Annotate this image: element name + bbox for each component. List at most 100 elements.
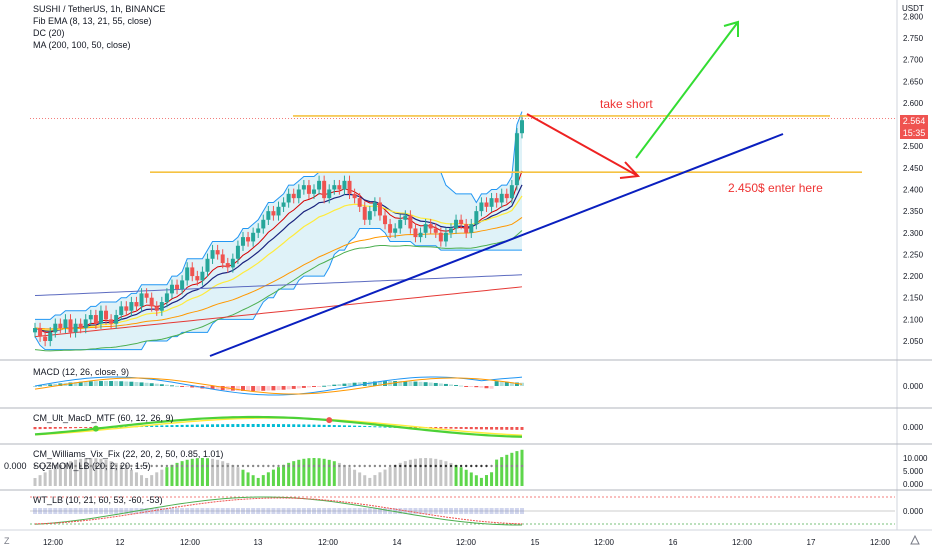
cm-macd-bar [439, 427, 443, 429]
williams-bar [114, 462, 118, 486]
williams-bar [205, 458, 209, 486]
squeeze-dot [79, 464, 82, 468]
williams-bar [216, 459, 220, 486]
squeeze-dot [165, 464, 169, 468]
macd-histogram-bar [322, 385, 327, 387]
wt-area-bar [129, 508, 134, 514]
squeeze-dot [358, 464, 361, 468]
cm-macd-bar [170, 425, 174, 427]
wt-area-bar [33, 508, 37, 514]
cm-macd-bar [434, 427, 438, 429]
williams-bar [337, 462, 341, 486]
cm-macd-bar [185, 424, 189, 427]
cm-macd-bar [317, 424, 321, 427]
wt-area-bar [114, 508, 119, 514]
wt-area-bar [337, 508, 342, 514]
cm-macd-bar [277, 424, 280, 427]
candle-body [109, 319, 114, 324]
williams-bar [175, 462, 179, 486]
wt-area-bar [433, 508, 438, 514]
macd-histogram-bar [448, 384, 453, 386]
wt-area-bar [312, 508, 317, 514]
currency-label[interactable]: USDT [902, 4, 924, 13]
cm-macd-bar [226, 424, 230, 427]
cm-macd-bar [261, 424, 265, 427]
candle-body [301, 185, 306, 190]
indicator-fib-ema[interactable]: Fib EMA (8, 13, 21, 55, close) [33, 16, 152, 26]
wt-area-bar [104, 508, 109, 514]
williams-bar [74, 459, 78, 486]
macd-histogram-bar [312, 386, 317, 387]
squeeze-dot [449, 464, 453, 468]
macd-histogram-bar [347, 383, 352, 386]
wt-area-bar [484, 508, 489, 514]
y-tick-label: 2.600 [903, 99, 924, 108]
short-arrow-head [619, 161, 641, 179]
candle-body [312, 189, 317, 194]
candle-body [469, 224, 474, 233]
macd-histogram-bar [372, 381, 377, 386]
cm-macd-bar [74, 427, 78, 429]
williams-bar [140, 475, 144, 486]
squeeze-dot [515, 464, 519, 468]
squeeze-dot [94, 464, 98, 468]
squeeze-dot [368, 464, 372, 468]
williams-label[interactable]: CM_Williams_Vix_Fix (22, 20, 2, 50, 0.85… [33, 449, 224, 459]
cm-macd-bar [312, 424, 316, 427]
wt-area-bar [246, 508, 251, 514]
indicator-dc[interactable]: DC (20) [33, 28, 65, 38]
wt-area-bar [68, 508, 73, 514]
squeeze-dot [444, 464, 448, 468]
macd-histogram-bar [73, 382, 78, 386]
cm-macd-bar [89, 427, 93, 428]
wt-area-bar [190, 508, 195, 514]
macd-histogram-bar [342, 383, 347, 386]
cm-macd-bar [353, 425, 357, 427]
macd-histogram-bar [210, 386, 215, 390]
macd-histogram-bar [266, 386, 271, 391]
y-tick-label: 2.450 [903, 164, 924, 173]
williams-bar [500, 457, 504, 486]
wt-area-bar [342, 508, 347, 514]
candle-body [398, 219, 403, 229]
cm-macd-bar [165, 425, 169, 427]
williams-bar [403, 461, 407, 486]
x-tick-label: 16 [669, 538, 678, 547]
squeeze-dot [363, 464, 366, 468]
wt-area-bar [98, 508, 103, 514]
squeeze-dot [241, 464, 245, 468]
williams-bar [419, 458, 423, 486]
candle-body [175, 284, 180, 290]
indicator-ma[interactable]: MA (200, 100, 50, close) [33, 40, 131, 50]
cm-macd-bar [175, 425, 179, 427]
macd-label[interactable]: MACD (12, 26, close, 9) [33, 367, 130, 377]
squeeze-dot [201, 464, 204, 468]
williams-tick: 10.000 [903, 454, 928, 463]
candle-body [454, 219, 459, 229]
wt-area-bar [205, 508, 210, 514]
wt-label[interactable]: WT_LB (10, 21, 60, 53, -60, -53) [33, 495, 163, 505]
cm-macd-bar [150, 425, 154, 427]
timezone-icon[interactable]: Z [4, 536, 10, 546]
wt-area-bar [235, 508, 240, 514]
squeeze-dot [302, 464, 306, 468]
squeeze-dot [277, 464, 280, 468]
sqzmom-label[interactable]: SQZMOM_LB (20, 2, 20, 1.5) [33, 461, 151, 471]
cm-macd-bar [444, 427, 448, 429]
candle-body [342, 180, 347, 190]
chart-title: SUSHI / TetherUS, 1h, BINANCE [33, 4, 166, 14]
squeeze-dot [211, 464, 214, 468]
wt-area-bar [494, 508, 499, 514]
candle-body [489, 198, 494, 207]
williams-bar [515, 451, 519, 486]
macd-histogram-bar [144, 382, 149, 386]
candle-body [33, 328, 37, 333]
cm-macd-bar [287, 424, 291, 427]
williams-bar [449, 462, 453, 486]
squeeze-dot [317, 464, 321, 468]
squeeze-dot [125, 464, 128, 468]
cm-macd-label[interactable]: CM_Ult_MacD_MTF (60, 12, 26, 9) [33, 413, 174, 423]
williams-bar [79, 458, 83, 486]
